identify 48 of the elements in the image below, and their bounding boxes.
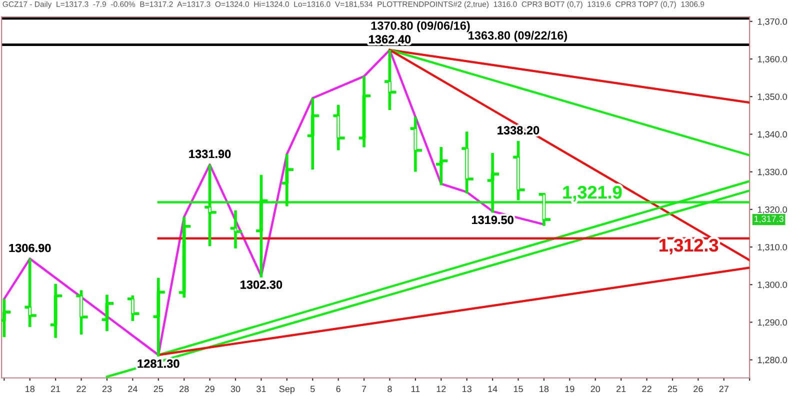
x-tick-label: 19 [565, 386, 574, 392]
x-tick-label: 18 [540, 386, 549, 392]
x-tick-label: 11 [411, 386, 420, 392]
x-tick-label: 29 [205, 386, 214, 392]
x-tick-label: 22 [642, 386, 652, 392]
annotation: 1,317.3 [754, 216, 784, 224]
ref-line-label: 1370.80 (09/06/16) [371, 21, 470, 32]
x-tick-label: 18 [26, 386, 35, 392]
y-tick-label: 1,280.0 [758, 356, 788, 364]
x-tick-label: 20 [590, 386, 600, 392]
series-label: 1,321.9 [563, 186, 622, 202]
x-tick-label: 22 [76, 386, 86, 392]
data-label: 1331.90 [189, 150, 231, 158]
x-tick-label: 21 [616, 386, 626, 392]
series-label: 1,312.3 [660, 238, 718, 254]
x-tick-label: 25 [668, 386, 678, 392]
y-tick-label: 1,310.0 [758, 244, 788, 252]
x-tick-label: 7 [362, 386, 366, 392]
y-tick-label: 1,300.0 [758, 282, 788, 290]
ref-line-label: 1363.80 (09/22/16) [468, 30, 568, 42]
y-tick-label: 1,290.0 [758, 319, 788, 327]
x-tick-label: 26 [694, 386, 703, 392]
y-tick-label: 1,340.0 [758, 131, 788, 139]
x-tick-label: 14 [488, 386, 498, 392]
x-tick-label: 8 [388, 386, 392, 392]
x-tick-label: 24 [128, 386, 138, 392]
x-tick-label: 27 [719, 386, 728, 392]
x-tick-label: Sep [279, 386, 295, 394]
x-tick-label: 13 [462, 386, 472, 392]
data-label: 1319.50 [472, 216, 514, 224]
x-tick-label: 25 [154, 386, 164, 392]
x-tick-label: 28 [180, 386, 189, 392]
x-tick-label: 30 [230, 386, 240, 392]
x-tick-label: 12 [436, 386, 446, 392]
y-tick-label: 1,320.0 [758, 206, 788, 214]
y-tick-label: 1,350.0 [758, 94, 788, 102]
x-tick-label: 5 [310, 386, 315, 392]
y-tick-label: 1,370.0 [758, 18, 788, 26]
x-tick-label: 21 [51, 386, 60, 392]
data-label: 1362.40 [369, 35, 411, 44]
x-tick-label: 31 [256, 386, 266, 392]
x-tick-label: 6 [336, 386, 340, 392]
y-tick-label: 1,330.0 [758, 168, 788, 176]
x-tick-label: 15 [514, 386, 523, 392]
data-label: 1306.90 [9, 244, 51, 252]
x-tick-label: 23 [102, 386, 112, 392]
y-tick-label: 1,360.0 [758, 56, 788, 64]
data-label: 1302.30 [240, 280, 282, 289]
